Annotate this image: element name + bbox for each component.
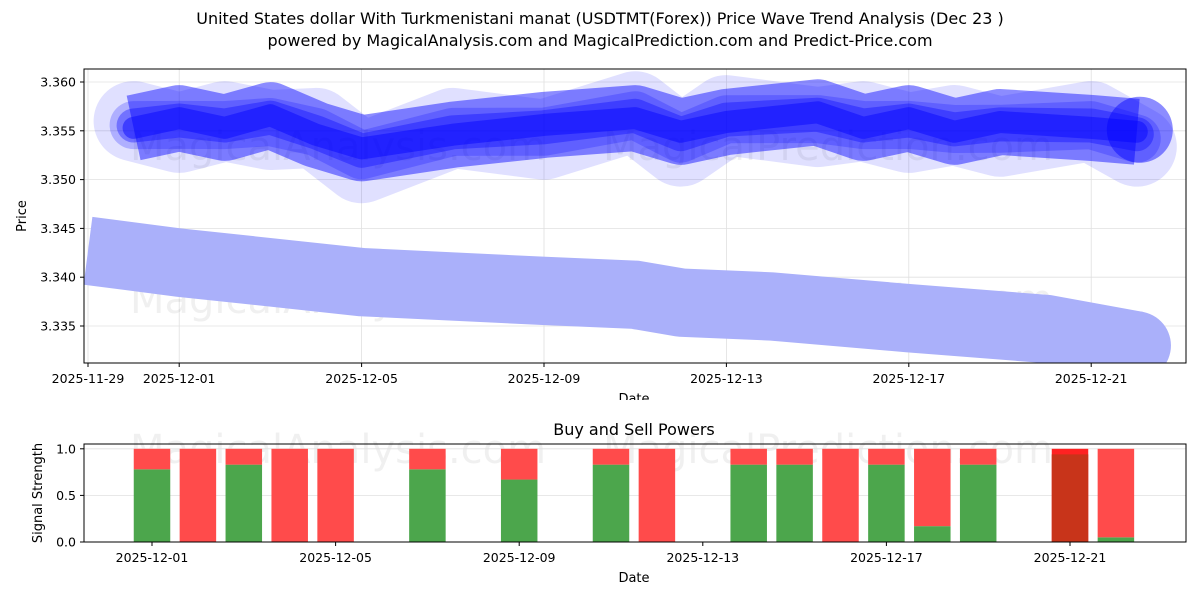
- x-axis-label: Date: [618, 392, 649, 400]
- wave-band: [109, 91, 1161, 180]
- x-tick-label: 2025-12-21: [1034, 550, 1107, 565]
- axes-frame: [83, 68, 1187, 364]
- plot-area: [84, 71, 1177, 363]
- wave-band: [126, 79, 1140, 182]
- chart-title: United States dollar With Turkmenistani …: [196, 9, 1004, 28]
- x-axis-label: Date: [618, 571, 649, 586]
- buy-bar: [500, 479, 538, 542]
- sell-bar: [317, 448, 354, 542]
- bar-2025-12-16: [822, 448, 859, 542]
- buy-bar: [1097, 537, 1135, 542]
- sell-bar: [133, 448, 171, 470]
- sell-bar: [500, 448, 538, 480]
- y-axis-label: Price: [15, 200, 30, 232]
- x-tick-label: 2025-12-13: [690, 371, 763, 386]
- bar-2025-12-11: [592, 448, 630, 542]
- bar-2025-12-05: [317, 448, 354, 542]
- y-tick-label: 1.0: [56, 441, 76, 456]
- bar-2025-12-19: [959, 448, 997, 542]
- bar-2025-12-22: [1097, 448, 1135, 542]
- y-tick-label: 0.5: [56, 488, 76, 503]
- sell-bar: [179, 448, 217, 542]
- sell-bar: [776, 448, 813, 465]
- forecast-band-cap: [1102, 311, 1171, 363]
- y-tick-label: 3.355: [40, 123, 76, 138]
- sell-bar: [592, 448, 630, 465]
- y-axis-label: Signal Strength: [31, 443, 46, 543]
- buy-bar: [914, 526, 951, 542]
- x-tick-label: 2025-12-05: [325, 371, 398, 386]
- sell-bar: [409, 448, 446, 470]
- wave-band: [93, 71, 1177, 204]
- wave-band-cap: [1106, 96, 1173, 163]
- y-tick-label: 3.350: [40, 172, 76, 187]
- bar-2025-12-04: [271, 448, 308, 542]
- x-tick-label: 2025-12-01: [116, 550, 189, 565]
- buy-bar: [592, 464, 630, 542]
- sell-bar: [822, 448, 859, 542]
- sell-bar: [730, 448, 767, 465]
- buy-bar: [409, 469, 446, 542]
- sell-bar: [271, 448, 308, 542]
- buy-bar: [868, 464, 905, 542]
- bar-2025-12-09: [500, 448, 538, 542]
- y-tick-label: 3.360: [40, 75, 76, 90]
- y-tick-label: 0.0: [56, 535, 76, 550]
- bar-2025-12-01: [133, 448, 171, 542]
- x-tick-label: 2025-12-17: [872, 371, 945, 386]
- bar-2025-12-21: [1051, 448, 1089, 542]
- bar-2025-12-14: [730, 448, 767, 542]
- bar-2025-12-12: [638, 448, 676, 542]
- bar-2025-12-18: [914, 448, 951, 542]
- axes-frame: [83, 443, 1187, 543]
- bar-2025-12-03: [225, 448, 263, 542]
- chart-subtitle: powered by MagicalAnalysis.com and Magic…: [267, 31, 933, 50]
- x-tick-label: 2025-12-13: [666, 550, 739, 565]
- bar-2025-12-15: [776, 448, 813, 542]
- strong-sell-bar: [1051, 454, 1089, 542]
- bar-2025-12-02: [179, 448, 217, 542]
- buy-bar: [730, 464, 767, 542]
- wave-band: [116, 97, 1154, 168]
- x-tick-label: 2025-12-21: [1055, 371, 1128, 386]
- y-tick-label: 3.340: [40, 270, 76, 285]
- subchart-title: Buy and Sell Powers: [553, 420, 715, 439]
- x-tick-label: 2025-12-05: [299, 550, 372, 565]
- sell-bar: [1097, 448, 1135, 538]
- sell-bar: [638, 448, 676, 542]
- buy-bar: [776, 464, 813, 542]
- wave-band: [122, 101, 1148, 160]
- sell-bar: [959, 448, 997, 465]
- watermark: MagicalPrediction.com: [603, 124, 1053, 170]
- x-tick-label: 2025-12-01: [143, 371, 216, 386]
- bar-2025-12-17: [868, 448, 905, 542]
- x-tick-label: 2025-12-09: [508, 371, 581, 386]
- price-wave-chart: MagicalAnalysis.com MagicalPrediction.com…: [15, 68, 1187, 400]
- buy-bar: [133, 469, 171, 542]
- buy-bar: [225, 464, 263, 542]
- watermark: MagicalAnalysis.com: [130, 124, 546, 170]
- x-tick-label: 2025-12-09: [483, 550, 556, 565]
- x-tick-label: 2025-11-29: [52, 371, 125, 386]
- y-tick-label: 3.335: [40, 319, 76, 334]
- sell-bar: [225, 448, 263, 465]
- forecast-band: [84, 216, 1143, 363]
- buy-bar: [959, 464, 997, 542]
- bar-2025-12-07: [409, 448, 446, 542]
- sell-bar: [868, 448, 905, 465]
- x-tick-label: 2025-12-17: [850, 550, 923, 565]
- y-tick-label: 3.345: [40, 221, 76, 236]
- sell-bar: [914, 448, 951, 527]
